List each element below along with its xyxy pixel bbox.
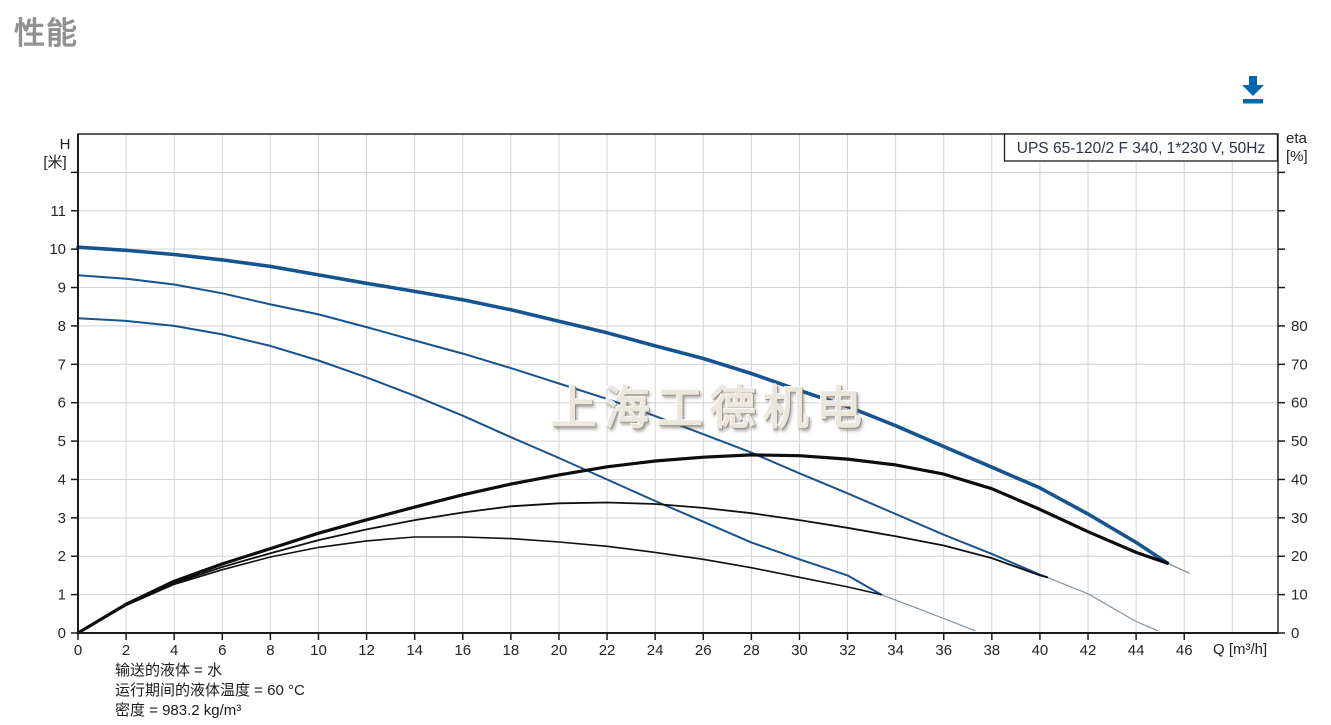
plot-border <box>77 133 1279 634</box>
y-left-axis-title-line1: H <box>60 136 71 153</box>
x-tick-label: 30 <box>791 642 808 659</box>
x-tick-label: 24 <box>647 642 664 659</box>
y-left-tick-label: 6 <box>58 395 66 412</box>
footnote-density: 密度 = 983.2 kg/m³ <box>115 702 242 719</box>
gridlines-x <box>125 134 1233 633</box>
curve-head-speed1 <box>77 317 883 596</box>
curve-head-speed2 <box>77 274 1049 579</box>
ticks-x <box>77 633 1185 640</box>
x-tick-label: 26 <box>695 642 712 659</box>
y-right-tick-label: 60 <box>1291 395 1308 412</box>
y-right-tick-label: 70 <box>1291 356 1308 373</box>
curve-eta-speed3 <box>76 453 1169 635</box>
x-tick-label: 4 <box>170 642 178 659</box>
x-tick-label: 34 <box>887 642 904 659</box>
x-tick-label: 38 <box>983 642 1000 659</box>
x-tick-label: 18 <box>503 642 520 659</box>
y-left-tick-label: 8 <box>58 318 66 335</box>
y-right-tick-label: 50 <box>1291 433 1308 450</box>
x-tick-label: 14 <box>406 642 423 659</box>
x-tick-label: 44 <box>1128 642 1145 659</box>
y-left-tick-label: 10 <box>49 241 66 258</box>
x-tick-label: 22 <box>599 642 616 659</box>
ticks-y-right <box>1278 171 1285 634</box>
curve-head-speed1-extension <box>880 594 976 632</box>
curve-eta-speed1 <box>77 536 882 634</box>
y-left-tick-label: 4 <box>58 471 66 488</box>
y-left-tick-label: 2 <box>58 548 66 565</box>
curve-eta-speed2 <box>77 501 1048 634</box>
x-tick-label: 46 <box>1176 642 1193 659</box>
y-left-tick-label: 3 <box>58 510 66 527</box>
y-left-tick-label: 11 <box>50 203 66 220</box>
y-right-tick-label: 40 <box>1291 471 1308 488</box>
y-left-tick-label: 0 <box>58 625 66 642</box>
footnote-temperature: 运行期间的液体温度 = 60 °C <box>115 682 305 699</box>
x-tick-label: 0 <box>74 642 82 659</box>
curve-head-speed3 <box>76 245 1170 565</box>
curve-head-speed2-extension <box>1046 576 1159 632</box>
y-right-tick-label: 10 <box>1291 587 1308 604</box>
x-tick-label: 32 <box>839 642 856 659</box>
y-left-tick-label: 1 <box>58 587 66 604</box>
tick-labels-x: 0 2 4 6 8 10 12 14 16 18 20 22 24 26 28 30 32 34 36 38 40 42 4… <box>74 642 1193 659</box>
y-right-axis-title-line1: eta <box>1286 130 1308 147</box>
download-icon <box>1242 76 1264 104</box>
y-left-axis-title-line2: [米] <box>43 154 66 171</box>
y-right-axis-title-line2: [%] <box>1286 148 1308 165</box>
y-left-tick-label: 7 <box>58 356 66 373</box>
x-tick-label: 2 <box>122 642 130 659</box>
y-left-tick-label: 9 <box>58 280 66 297</box>
x-tick-label: 20 <box>551 642 568 659</box>
gridlines-y <box>78 171 1278 596</box>
y-right-tick-label: 30 <box>1291 510 1308 527</box>
x-tick-label: 8 <box>266 642 274 659</box>
x-tick-label: 6 <box>218 642 226 659</box>
y-right-tick-label: 20 <box>1291 548 1308 565</box>
legend-label: UPS 65-120/2 F 340, 1*230 V, 50Hz <box>1017 140 1265 157</box>
x-tick-label: 42 <box>1080 642 1097 659</box>
ticks-y-left <box>71 171 78 634</box>
footnote-liquid: 输送的液体 = 水 <box>115 662 223 679</box>
x-tick-label: 28 <box>743 642 760 659</box>
x-tick-label: 16 <box>454 642 471 659</box>
y-right-tick-label: 0 <box>1291 625 1299 642</box>
y-right-tick-label: 80 <box>1291 318 1308 335</box>
curve-head-speed3-extension <box>1166 562 1190 574</box>
x-axis-title: Q [m³/h] <box>1213 641 1267 658</box>
tick-labels-y-left: 0 1 2 3 4 5 6 7 8 9 10 11 <box>49 203 66 642</box>
y-left-tick-label: 5 <box>58 433 66 450</box>
x-tick-label: 36 <box>935 642 952 659</box>
x-tick-label: 40 <box>1032 642 1049 659</box>
tick-labels-y-right: 0 10 20 30 40 50 60 70 80 <box>1291 318 1308 642</box>
download-button[interactable] <box>1236 70 1270 108</box>
curves <box>76 245 1190 635</box>
chart-footnotes: 输送的液体 = 水 运行期间的液体温度 = 60 °C 密度 = 983.2 k… <box>115 661 305 721</box>
axis-lines <box>77 134 1278 634</box>
x-tick-label: 12 <box>358 642 375 659</box>
page-title: 性能 <box>14 16 78 51</box>
x-tick-label: 10 <box>310 642 327 659</box>
legend-box <box>1003 133 1279 162</box>
